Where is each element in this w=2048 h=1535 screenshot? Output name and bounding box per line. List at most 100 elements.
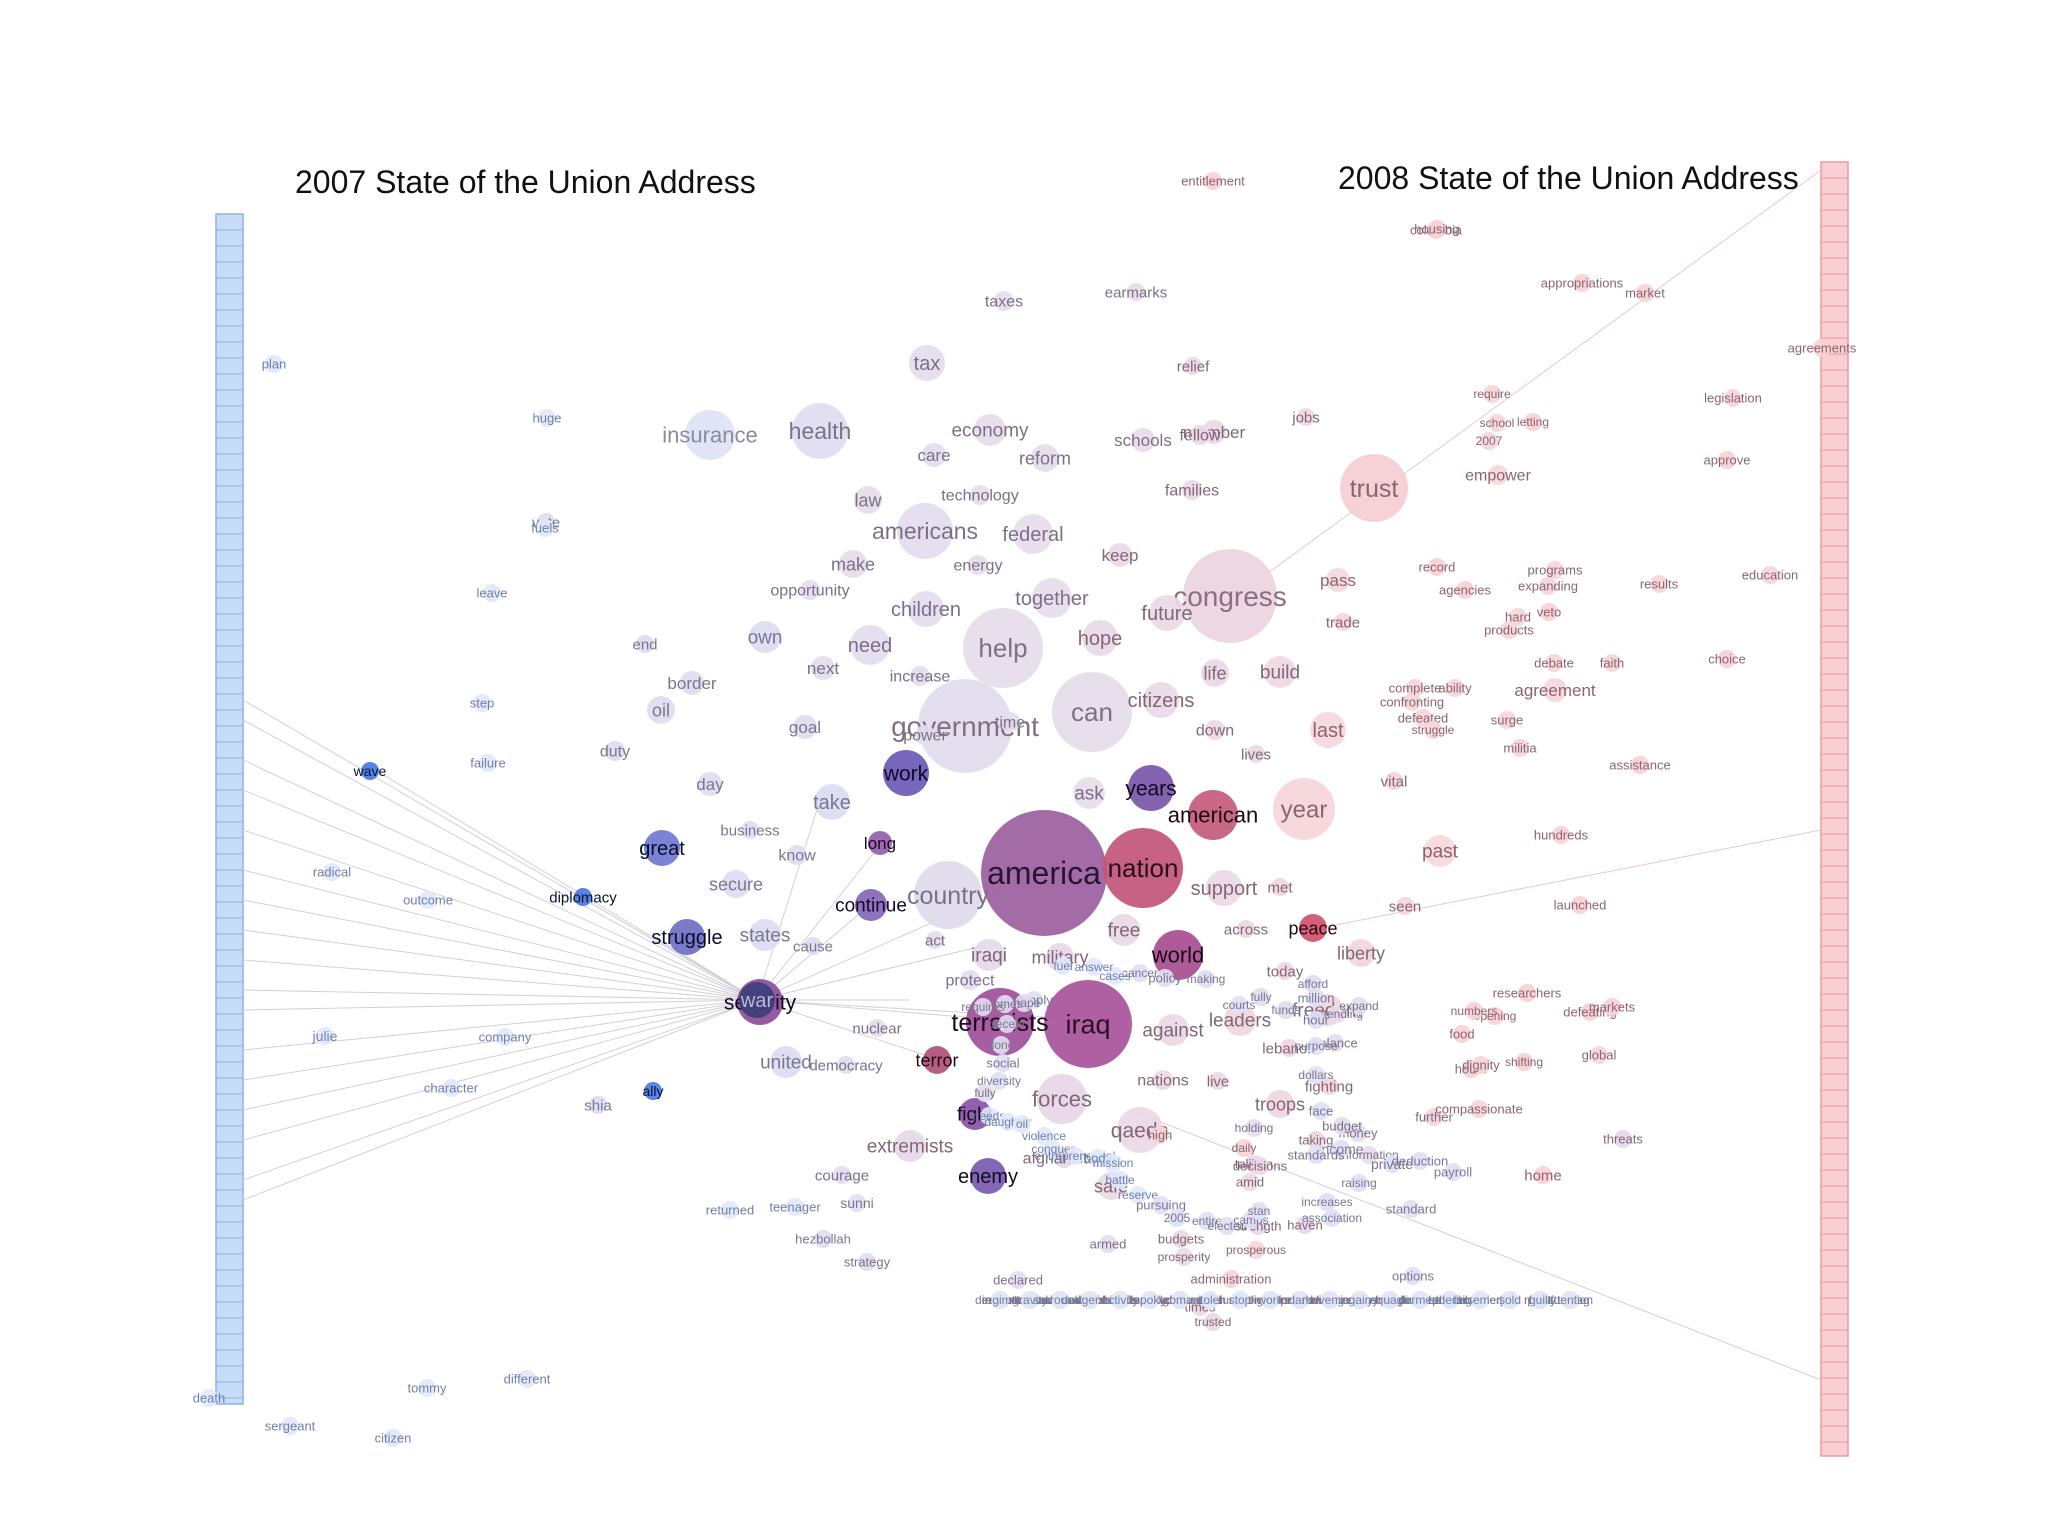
word-label: war (740, 990, 774, 1012)
word-bubble (749, 919, 781, 951)
word-bubble (1310, 712, 1346, 748)
word-label: stolen (1194, 1293, 1226, 1307)
word-node: work (883, 750, 929, 796)
word-node: nuclear (852, 1019, 902, 1037)
word-bubble (1546, 561, 1564, 579)
edge (756, 999, 1001, 1021)
word-label: goal (789, 718, 821, 737)
word-bubble (1470, 1100, 1488, 1118)
word-bubble (1347, 939, 1375, 967)
word-bubble (1082, 620, 1118, 656)
word-node: cause (793, 937, 833, 955)
word-bubble (858, 1253, 876, 1271)
edge (371, 767, 758, 1001)
word-bubble (1483, 385, 1501, 403)
word-label: live (1207, 1073, 1230, 1090)
word-node: researchers (1493, 984, 1562, 1002)
word-label: prosperity (1158, 1250, 1211, 1264)
word-label: support (1191, 878, 1258, 900)
word-label: guilt (1529, 1293, 1552, 1307)
word-node: america (981, 810, 1107, 936)
edge (242, 999, 758, 1141)
word-bubble (442, 1079, 460, 1097)
word-label: struggle (1412, 723, 1455, 737)
word-label: schools (1114, 431, 1172, 450)
word-label: standards (1287, 1148, 1345, 1163)
word-bubble (981, 810, 1107, 936)
word-bubble (1198, 1212, 1216, 1230)
word-label: work (883, 762, 929, 785)
word-bubble (1205, 720, 1225, 740)
word-bubble (1552, 826, 1570, 844)
word-label: energy (954, 558, 1003, 575)
word-label: continue (835, 896, 907, 917)
word-bubble (1603, 654, 1621, 672)
word-bubble (200, 1389, 218, 1407)
word-node: lebanon (1262, 1039, 1316, 1057)
word-node: relief (1177, 357, 1210, 375)
word-bubble (1009, 1271, 1027, 1289)
word-node: social (986, 1054, 1020, 1072)
word-node: income (1318, 1140, 1364, 1158)
word-bubble (996, 995, 1014, 1013)
title-2008: 2008 State of the Union Address (1338, 160, 1799, 196)
word-node: met (1267, 878, 1293, 896)
word-bubble (974, 998, 992, 1016)
word-label: jobs (1291, 409, 1320, 426)
word-label: militia (1503, 741, 1537, 756)
word-bubble (1168, 1209, 1186, 1227)
word-label: woman (1160, 1293, 1200, 1307)
word-label: ordering (1428, 1293, 1472, 1307)
word-bubble (479, 754, 497, 772)
word-bubble (1456, 581, 1474, 599)
word-label: empower (1465, 468, 1531, 485)
word-bubble (1326, 1034, 1344, 1052)
word-label: strategy (844, 1255, 891, 1270)
word-bubble (1761, 566, 1779, 584)
word-node: different (504, 1370, 551, 1388)
word-node: citizen (375, 1429, 411, 1447)
word-node: stan (1248, 1202, 1270, 1220)
word-node: school (1480, 414, 1514, 432)
word-node: courage (815, 1166, 869, 1184)
word-label: today (1267, 963, 1304, 980)
word-bubble (814, 1230, 832, 1248)
word-bubble (644, 1082, 662, 1100)
word-bubble (1406, 679, 1424, 697)
word-bubble (1182, 480, 1202, 500)
word-bubble (1509, 608, 1527, 626)
word-node: information (1339, 1146, 1399, 1164)
word-label: compassionate (1435, 1102, 1522, 1117)
word-bubble (1332, 1140, 1350, 1158)
word-bubble (1224, 1004, 1256, 1036)
word-node: comes (987, 995, 1023, 1013)
edge (242, 999, 758, 1011)
word-label: expand (1339, 999, 1378, 1013)
word-node: making (1187, 970, 1225, 988)
word-label: social (986, 1056, 1019, 1071)
word-node: last (1310, 712, 1346, 748)
word-bubble (1172, 1230, 1190, 1248)
word-node: complete (1389, 679, 1441, 697)
word-node: debate (1534, 654, 1574, 672)
word-label: future (1141, 603, 1192, 625)
word-node: increase (890, 666, 950, 686)
word-bubble (721, 1201, 739, 1219)
word-node: mission (1093, 1154, 1133, 1172)
word-node: life (1201, 659, 1229, 687)
word-node: movement (1302, 1291, 1359, 1309)
word-bubble (1500, 621, 1518, 639)
word-bubble (926, 931, 944, 949)
word-label: private (1371, 1156, 1413, 1172)
word-node: done (988, 1036, 1015, 1054)
word-node: taking (1299, 1131, 1333, 1149)
word-bubble (1428, 558, 1446, 576)
word-label: leave (476, 586, 507, 601)
word-bubble (1104, 1154, 1122, 1172)
word-node: sold (1499, 1291, 1521, 1309)
word-bubble (1273, 778, 1335, 840)
word-bubble (1108, 543, 1132, 567)
word-bubble (1171, 1291, 1189, 1309)
word-bubble (1534, 1166, 1552, 1184)
word-label: daily (1232, 1141, 1257, 1155)
